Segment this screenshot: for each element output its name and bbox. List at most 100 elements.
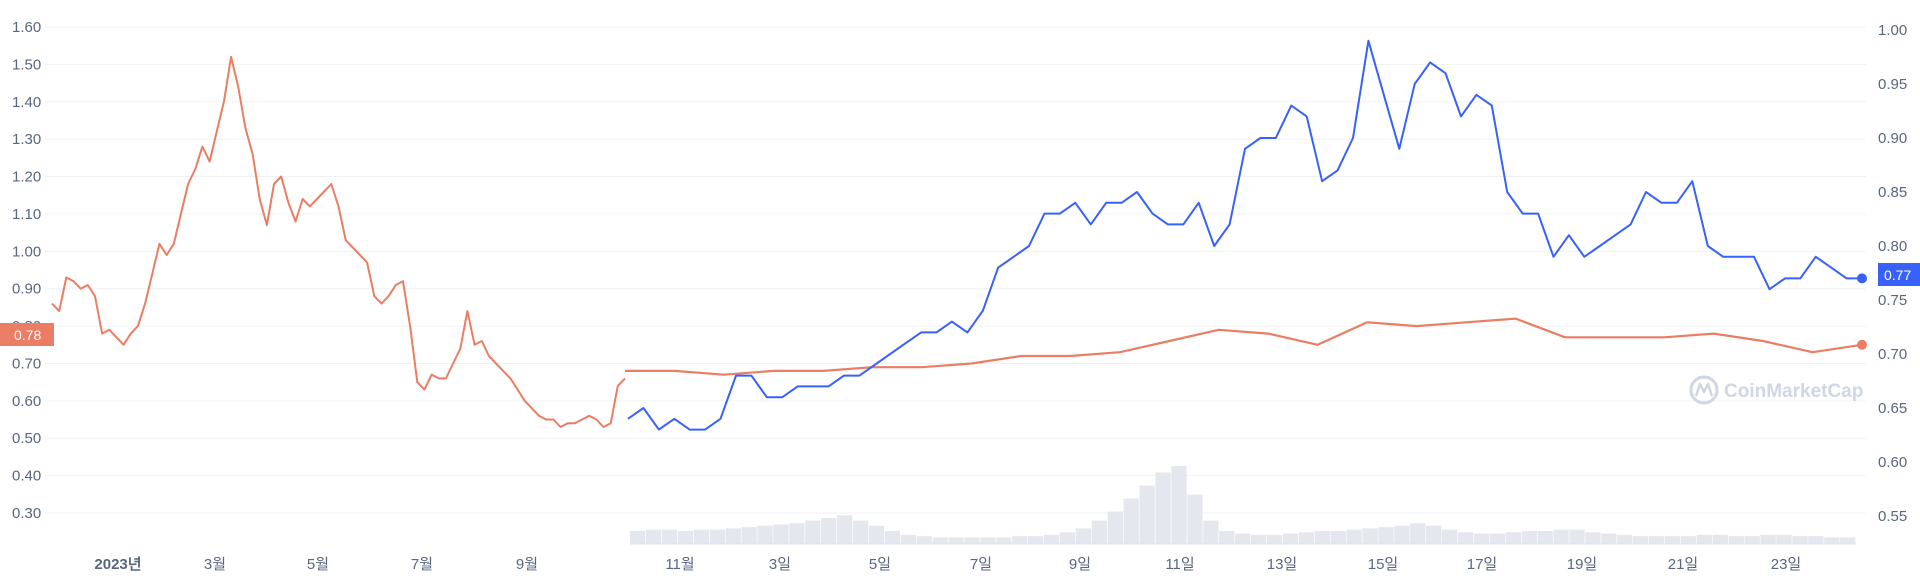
left-y-tick-label: 0.50 <box>12 430 41 447</box>
left-y-tick-label: 0.40 <box>12 468 41 485</box>
volume-bar <box>964 537 980 544</box>
volume-bar <box>1203 520 1219 544</box>
coinmarketcap-watermark: CoinMarketCap <box>1689 375 1863 405</box>
volume-bar <box>1442 529 1458 544</box>
left-current-value-badge: 0.78 <box>0 323 54 346</box>
volume-bar <box>1410 523 1426 544</box>
volume-bar <box>1585 532 1601 544</box>
volume-bar <box>1776 534 1792 544</box>
left-y-tick-label: 0.70 <box>12 355 41 372</box>
volume-bar <box>725 528 741 544</box>
x-tick-label: 15일 <box>1368 556 1399 573</box>
volume-bar <box>1553 529 1569 544</box>
volume-bar <box>789 523 805 544</box>
volume-bar <box>1426 525 1442 544</box>
volume-bar <box>1346 529 1362 544</box>
volume-bar <box>630 531 646 544</box>
volume-bar <box>1139 485 1155 544</box>
left-y-tick-label: 1.20 <box>12 169 41 186</box>
volume-bar <box>1728 536 1744 544</box>
price-lines <box>51 39 1867 431</box>
right-y-tick-label: 0.65 <box>1878 400 1907 417</box>
volume-bar <box>1696 534 1713 544</box>
volume-bar <box>1473 533 1490 544</box>
volume-bar <box>1760 534 1776 544</box>
right-series-line <box>627 39 1862 431</box>
volume-bar <box>1505 532 1522 544</box>
right-y-tick-label: 0.90 <box>1878 130 1907 147</box>
volume-bar <box>1187 494 1203 544</box>
x-tick-label: 13일 <box>1267 556 1298 573</box>
volume-bar <box>1521 531 1537 544</box>
volume-bar <box>1012 536 1028 544</box>
left-series-history-line <box>51 55 626 428</box>
volume-bar <box>773 524 789 544</box>
x-tick-label: 3월 <box>204 556 226 573</box>
volume-bar <box>1250 534 1267 544</box>
x-tick-label: 23일 <box>1771 556 1802 573</box>
right-y-axis: 1.00 0.95 0.90 0.85 0.80 0.75 0.70 0.65 0.60 0.55 <box>1878 22 1907 525</box>
x-tick-label: 9일 <box>1069 556 1091 573</box>
grid-lines <box>45 26 1866 514</box>
volume-bar <box>1059 532 1076 544</box>
x-tick-label: 5월 <box>307 556 329 573</box>
right-y-tick-label: 0.80 <box>1878 238 1907 255</box>
left-y-tick-label: 1.30 <box>12 131 41 148</box>
volume-bar <box>868 525 885 544</box>
left-y-axis: 1.601.501.401.301.201.101.000.900.800.70… <box>12 19 41 522</box>
left-y-tick-label: 0.60 <box>12 393 41 410</box>
volume-bar <box>1219 531 1235 544</box>
volume-bar <box>821 518 837 544</box>
x-tick-label: 2023년 <box>94 556 141 573</box>
volume-bar <box>1569 529 1585 544</box>
volume-bar <box>836 515 853 544</box>
x-tick-label: 11일 <box>1165 556 1194 573</box>
right-y-tick-label: 0.75 <box>1878 292 1907 309</box>
x-tick-label: 11월 <box>665 556 694 573</box>
volume-bar <box>805 520 821 544</box>
left-y-tick-label: 1.60 <box>12 19 41 36</box>
volume-bar <box>1043 534 1060 544</box>
x-tick-label: 19일 <box>1567 556 1598 573</box>
volume-bar <box>1235 533 1251 544</box>
left-series-end-dot <box>1857 339 1867 350</box>
x-tick-label: 5일 <box>869 556 891 573</box>
right-y-tick-label: 0.55 <box>1878 508 1907 525</box>
volume-bar <box>900 534 916 544</box>
volume-bar <box>1330 531 1346 544</box>
right-y-tick-label: 1.00 <box>1878 22 1907 39</box>
x-tick-label: 21일 <box>1668 556 1699 573</box>
volume-bar <box>1808 536 1824 544</box>
volume-bar <box>1824 537 1840 544</box>
volume-bar <box>916 536 932 544</box>
volume-bar <box>1633 536 1649 544</box>
volume-bar <box>1744 536 1760 544</box>
volume-bar <box>980 537 996 544</box>
volume-bar <box>1123 498 1139 544</box>
volume-bar <box>1107 511 1123 544</box>
volume-bar <box>1378 527 1394 544</box>
x-tick-label: 3일 <box>769 556 791 573</box>
volume-bars <box>630 466 1856 545</box>
volume-bar <box>1664 536 1681 544</box>
volume-bar <box>1028 536 1044 544</box>
right-series-end-dot <box>1857 273 1867 284</box>
x-tick-label: 7일 <box>970 556 992 573</box>
right-current-value-badge: 0.77 <box>1878 263 1920 286</box>
volume-bar <box>645 529 662 544</box>
left-y-tick-label: 1.40 <box>12 94 41 111</box>
left-y-tick-label: 1.50 <box>12 56 41 73</box>
volume-bar <box>1314 531 1330 544</box>
volume-bar <box>1537 531 1553 544</box>
volume-bar <box>884 531 901 544</box>
volume-bar <box>1282 533 1299 544</box>
volume-bar <box>693 529 710 544</box>
volume-bar <box>948 537 964 544</box>
volume-bar <box>1362 528 1378 544</box>
x-tick-label: 17일 <box>1467 556 1498 573</box>
x-tick-label: 7월 <box>411 556 433 573</box>
right-y-tick-label: 0.70 <box>1878 346 1907 363</box>
volume-bar <box>741 527 757 544</box>
volume-bar <box>1075 528 1092 544</box>
